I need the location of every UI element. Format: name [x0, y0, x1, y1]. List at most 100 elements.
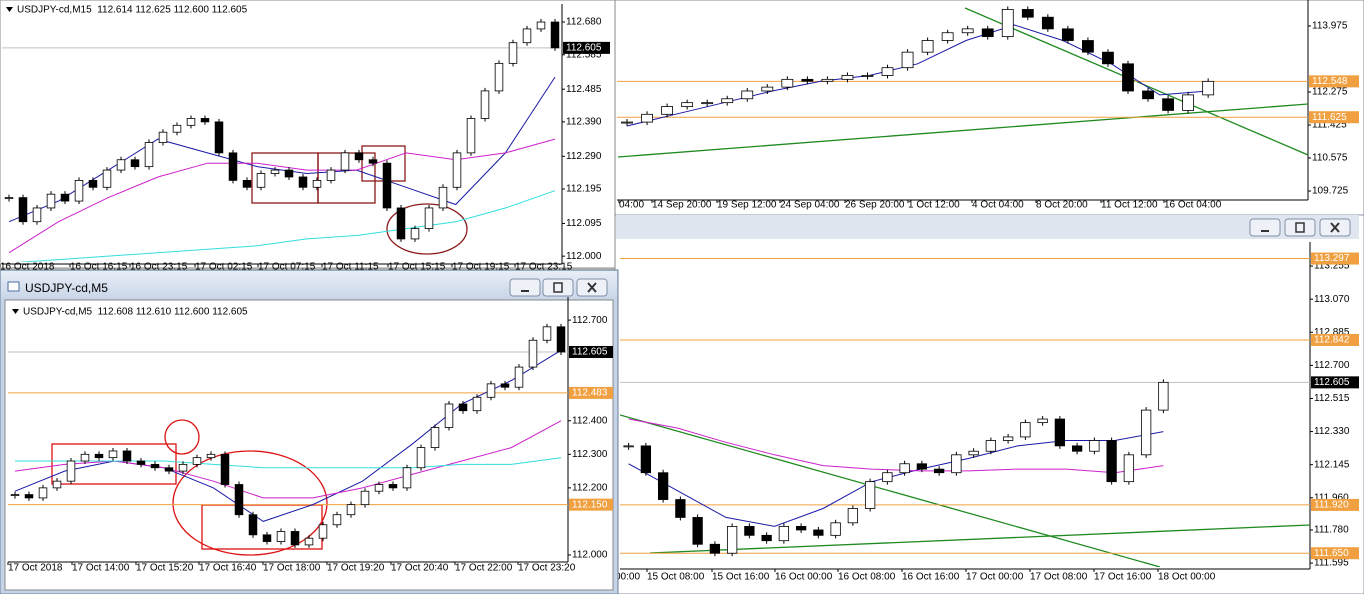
- time-label: 17 Oct 00:00: [966, 572, 1024, 583]
- time-label: 16 Oct 16:00: [902, 572, 960, 583]
- moving-average: [15, 457, 562, 469]
- candle: [821, 78, 834, 82]
- time-label: 15 Oct 08:00: [647, 572, 705, 583]
- annotation-shape: [649, 524, 1310, 554]
- y-tick-label: 112.200: [572, 483, 608, 494]
- y-tick-label: 112.885: [1314, 327, 1350, 338]
- time-label: 17 Oct 18:00: [263, 563, 321, 574]
- candle: [304, 537, 314, 546]
- level-label: 111.920: [1314, 500, 1349, 511]
- candle: [346, 504, 356, 516]
- candle: [741, 90, 754, 100]
- candle: [18, 197, 28, 223]
- time-label: 17 Oct 16:40: [199, 563, 257, 574]
- plot: [620, 258, 1310, 567]
- level-tag: [1311, 547, 1359, 560]
- y-tick-label: 112.330: [1314, 426, 1350, 437]
- candle: [466, 118, 476, 154]
- candle: [326, 169, 336, 181]
- window-title: USDJPY-cd,M5: [25, 281, 108, 295]
- bid-label: 112.605: [1314, 377, 1350, 388]
- annotation-shape: [164, 419, 200, 455]
- candle: [933, 468, 945, 474]
- candle: [813, 529, 824, 536]
- candle: [318, 524, 328, 539]
- candle: [1054, 418, 1066, 447]
- level-tag: [1309, 75, 1359, 88]
- time-label: 04:00: [619, 200, 644, 211]
- candle: [242, 180, 252, 188]
- candle: [144, 142, 154, 168]
- window-button[interactable]: [542, 278, 574, 297]
- y-tick-label: 109.725: [1312, 186, 1349, 197]
- button-glyph: [1330, 222, 1340, 233]
- annotation-shape: [617, 103, 1308, 158]
- candle: [66, 460, 76, 482]
- candle: [150, 463, 160, 469]
- candle: [192, 457, 202, 465]
- candle: [961, 28, 974, 34]
- window-button[interactable]: [1249, 218, 1281, 237]
- candle: [1061, 28, 1074, 41]
- candle: [985, 440, 997, 452]
- candle: [550, 21, 560, 49]
- time-label: 26 Sep 20:00: [845, 200, 905, 211]
- candle: [1142, 90, 1154, 100]
- candle: [1082, 40, 1094, 53]
- candle: [801, 78, 814, 82]
- chart-window: USDJPY-cd,M5 112.700 112.400 112.300 112.200…: [0, 269, 619, 594]
- window-frame: [614, 214, 1364, 594]
- candle: [744, 525, 755, 536]
- candle: [270, 169, 280, 174]
- time-label: 16 Oct 04:00: [1164, 200, 1222, 211]
- time-label: 16 Oct 2018: [0, 262, 55, 273]
- candle: [761, 86, 774, 92]
- y-tick-label: 112.275: [1312, 87, 1348, 98]
- candle: [1002, 436, 1014, 441]
- candle: [290, 531, 300, 546]
- candle: [514, 366, 524, 388]
- candle: [901, 51, 914, 69]
- button-glyph: [587, 282, 597, 293]
- candle: [374, 484, 384, 492]
- candle: [641, 113, 653, 123]
- candle: [778, 525, 790, 542]
- candle: [681, 102, 694, 107]
- candle: [46, 193, 56, 209]
- y-tick-label: 112.700: [1314, 360, 1350, 371]
- y-tick-label: 110.575: [1312, 153, 1348, 164]
- moving-average: [16, 190, 556, 262]
- time-label: 18 Oct 00:00: [1158, 572, 1216, 583]
- candle: [24, 494, 34, 499]
- candle: [4, 197, 14, 200]
- candle: [172, 124, 182, 133]
- candle: [382, 162, 392, 209]
- candle: [494, 62, 504, 92]
- plot: [617, 6, 1308, 158]
- candle: [94, 453, 104, 459]
- chart-window: 113.255 113.070 112.885 112.700 112.515 112.3…: [614, 214, 1364, 594]
- candle: [500, 383, 510, 388]
- candle: [368, 159, 378, 164]
- candle: [360, 490, 370, 506]
- title-bar: [616, 215, 1359, 239]
- candle: [692, 517, 703, 545]
- window-button[interactable]: [509, 278, 541, 297]
- candle: [472, 396, 482, 412]
- candle: [1140, 409, 1152, 456]
- time-label: 17 Oct 19:15: [452, 262, 510, 273]
- level-tag: [1311, 333, 1359, 346]
- candle: [136, 460, 146, 465]
- time-label: 4 Oct 04:00: [972, 200, 1024, 211]
- candle: [640, 445, 652, 474]
- y-tick-label: 111.780: [1314, 525, 1349, 536]
- candle: [116, 159, 126, 171]
- level-label: 111.625: [1312, 112, 1347, 123]
- candle: [861, 75, 874, 77]
- candle: [1123, 454, 1135, 483]
- candle: [1071, 445, 1083, 452]
- window-button[interactable]: [1284, 218, 1316, 237]
- time-label: 17 Oct 07:15: [258, 262, 316, 273]
- candle: [402, 467, 412, 489]
